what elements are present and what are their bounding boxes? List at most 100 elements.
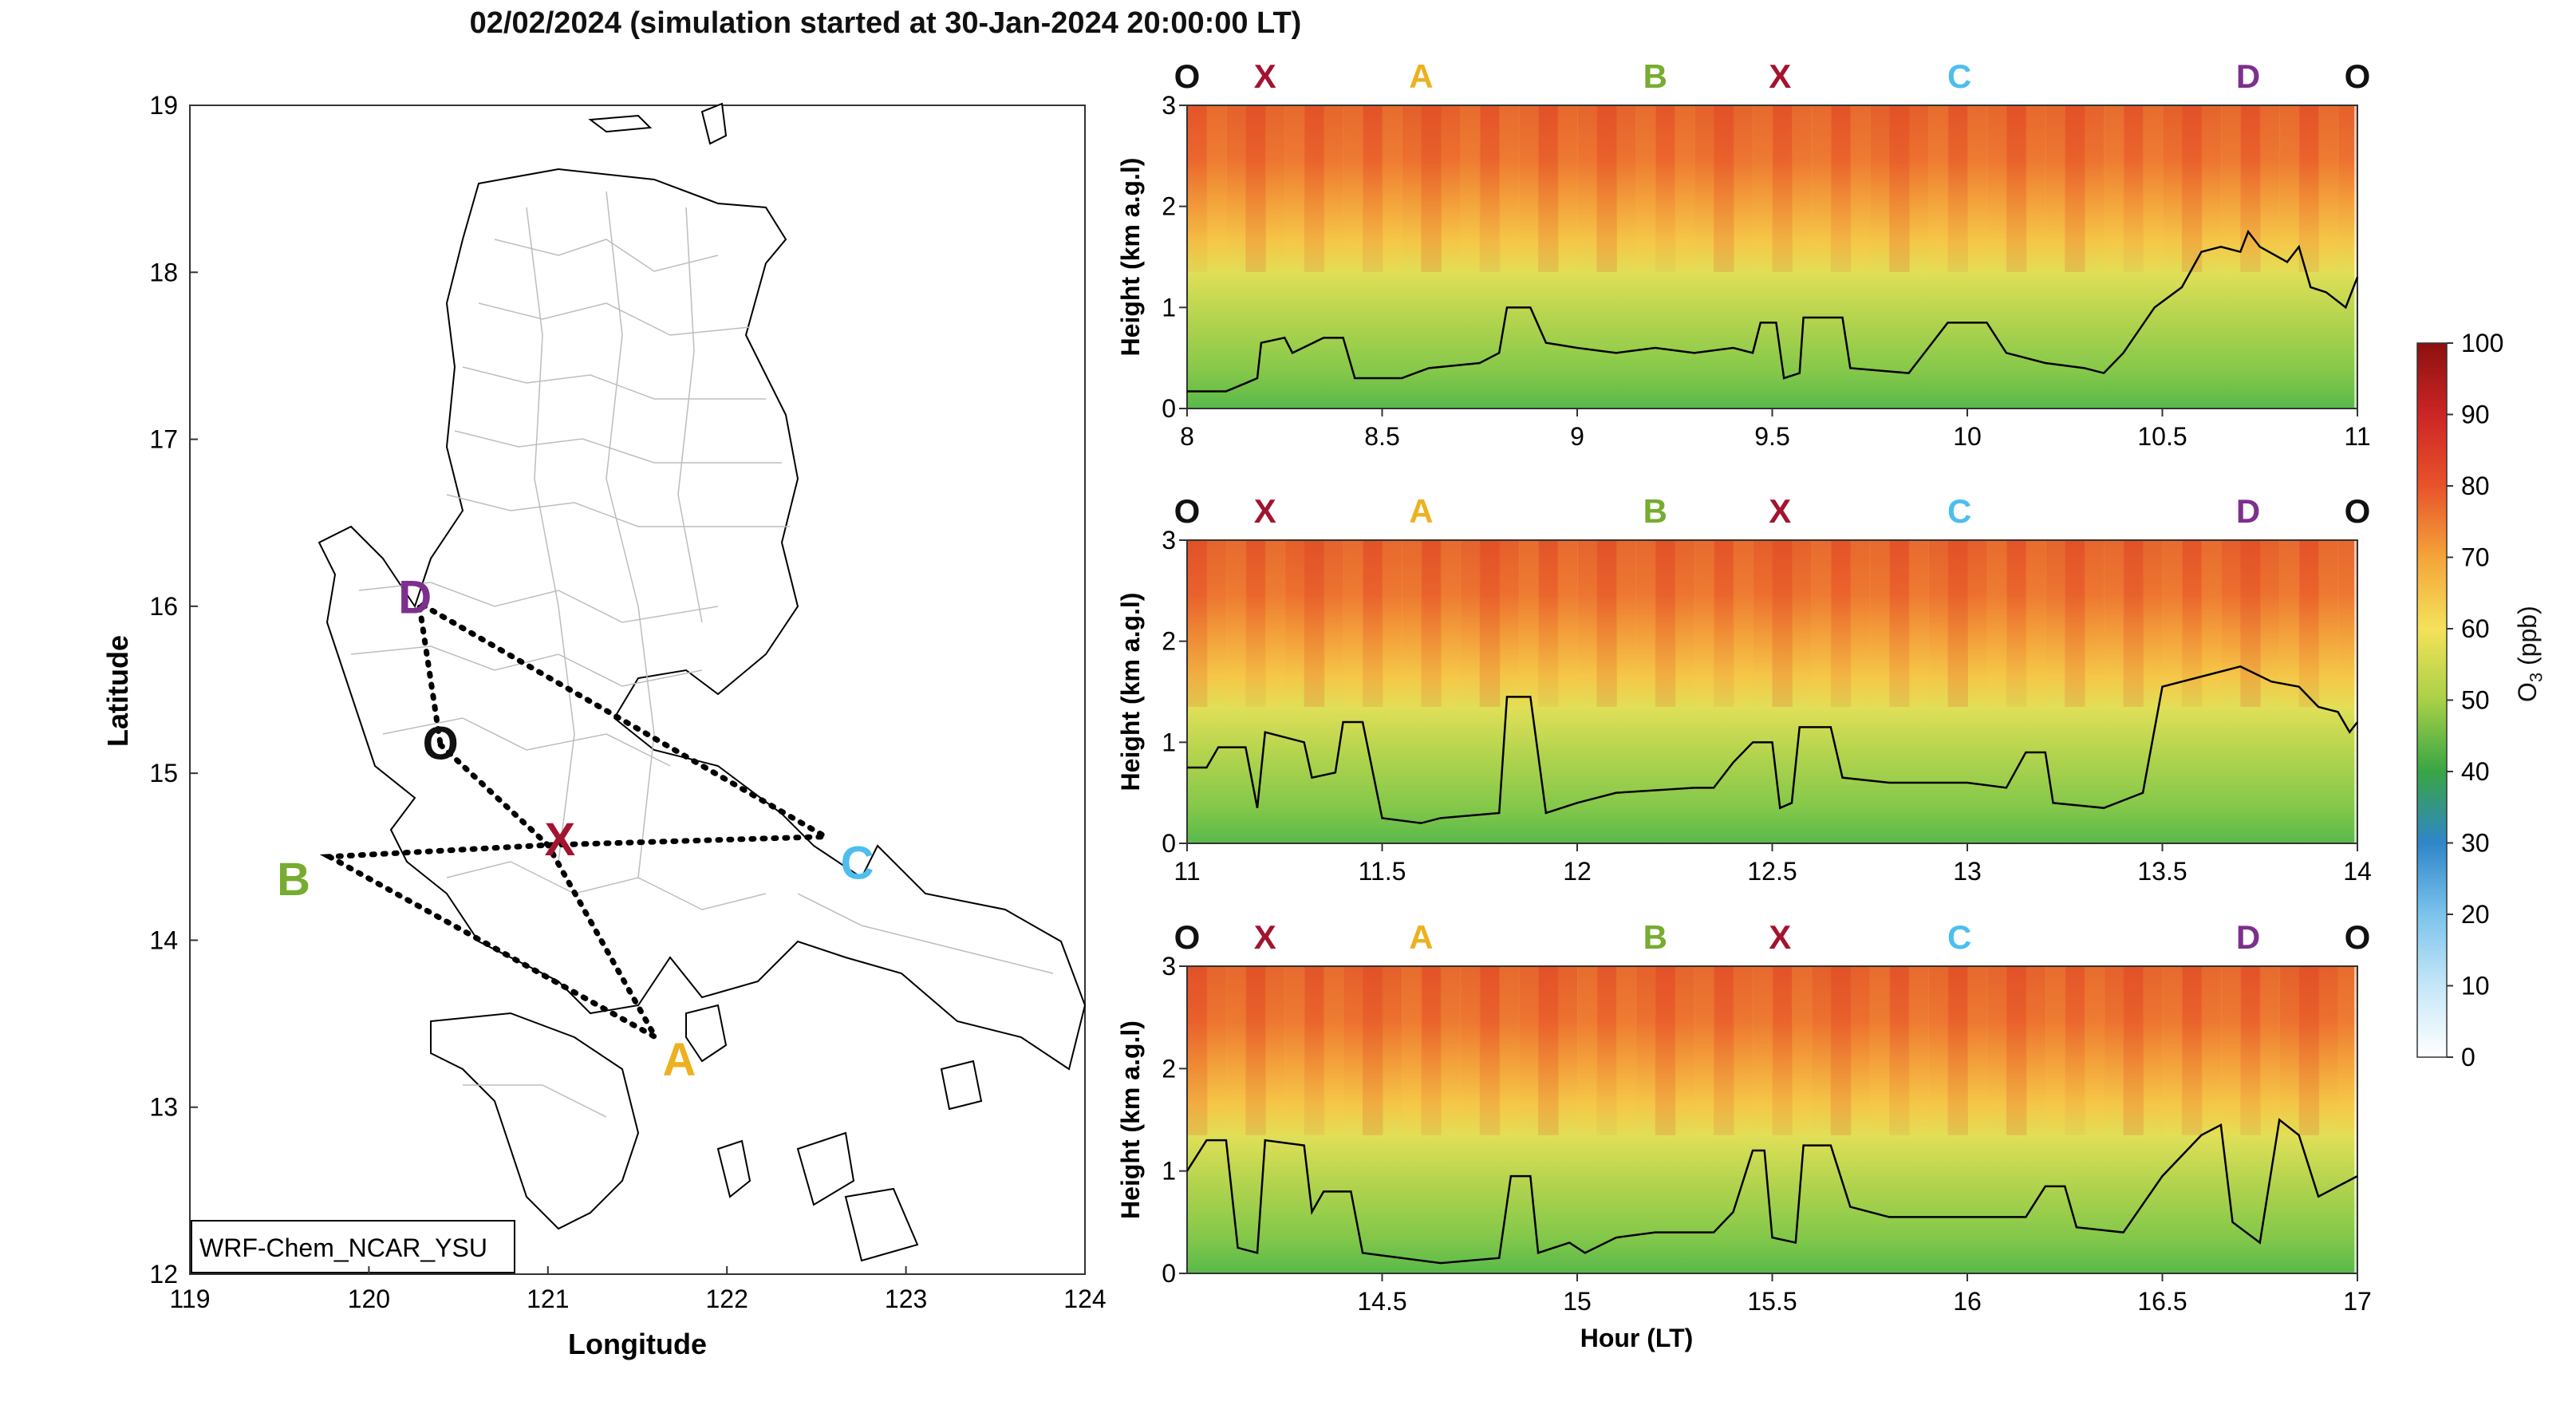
texture-strip [1596,966,1617,1135]
texture-strip [1850,540,1871,707]
texture-strip [1811,540,1832,707]
texture-strip [1499,540,1520,707]
small-island [588,114,653,133]
y-tick-label: 1 [1162,1157,1176,1186]
texture-strip [2318,105,2339,272]
texture-strip [1635,105,1656,272]
texture-strip [1304,966,1325,1135]
texture-strip [1264,540,1286,707]
map-x-tick-label: 121 [527,1285,569,1313]
map-x-tick-label: 124 [1063,1285,1106,1313]
waypoint-label-x: X [1254,57,1276,95]
x-tick-label: 12.5 [1747,857,1797,886]
waypoint-label-c: C [1947,918,1971,956]
texture-strip [1187,105,1208,272]
texture-strip [1284,105,1305,272]
map-y-tick-label: 16 [149,592,178,621]
texture-strip [1304,540,1325,707]
y-tick-label: 0 [1162,829,1176,858]
boundary-layer-line [1187,229,2359,393]
texture-strip [1499,966,1520,1135]
y-tick-label: 3 [1162,91,1176,120]
texture-strip [2318,540,2339,707]
x-tick-label: 16 [1953,1287,1982,1316]
texture-strip [1538,540,1559,707]
map-xlabel: Longitude [568,1328,707,1360]
texture-strip [1694,540,1715,707]
map-y-tick-label: 12 [149,1260,178,1289]
texture-strip [1557,540,1578,707]
heatmap-panel-3: 14.5 15 15.5 16 16.5 17 0 1 2 3 Height (km a.g.l) H… [1116,918,2372,1352]
texture-strip [1986,966,2007,1135]
colorbar-label: O3 (ppb) [2513,606,2546,702]
small-island [700,102,728,145]
waypoint-label-o: O [2345,492,2371,530]
waypoint-label-d: D [2236,918,2260,956]
texture-strip [1615,540,1637,707]
map-y-ticks: 12 13 14 15 16 17 18 19 [149,91,198,1289]
texture-strip [2084,966,2105,1135]
texture-strip [1596,105,1617,272]
map-y-tick-label: 14 [149,926,178,954]
texture-strip [1635,966,1656,1135]
texture-strip [1206,105,1227,272]
x-tick-label: 13.5 [2137,857,2187,886]
texture-strip [1811,105,1832,272]
texture-strip [1382,966,1402,1135]
map-waypoint-a: A [662,1034,696,1086]
texture-strip [1694,966,1715,1135]
texture-strip [1753,540,1773,707]
map-y-tick-label: 15 [149,759,178,787]
texture-strip [2143,540,2164,707]
texture-strip [1421,966,1442,1135]
texture-strip [2259,540,2281,707]
texture-strip [1791,540,1813,707]
texture-strip [1830,966,1852,1135]
y-tick-label: 2 [1162,1054,1176,1083]
texture-strip [1499,105,1520,272]
texture-strip [1908,540,1930,707]
texture-strip [2123,105,2144,272]
texture-strip [2279,105,2300,272]
texture-strip [2065,105,2085,272]
waypoint-label-d: D [2236,492,2260,530]
x-tick-label: 14.5 [1357,1287,1406,1316]
texture-strip [1889,540,1910,707]
texture-strip [2279,540,2300,707]
waypoint-label-x: X [1769,492,1791,530]
texture-strip [1830,540,1852,707]
texture-strip [1908,105,1930,272]
waypoint-label-o: O [1174,492,1201,530]
texture-strip [1714,105,1734,272]
y-tick-label: 2 [1162,192,1176,221]
texture-strip [1577,966,1598,1135]
texture-strip [1440,966,1462,1135]
texture-strip [1245,540,1266,707]
small-island [844,1187,919,1262]
ozone-field-texture [1187,105,2358,272]
map-x-tick-label: 122 [706,1285,748,1313]
texture-strip [1264,966,1286,1135]
map-waypoint-d: D [398,572,432,624]
y-axis-label: Height (km a.g.l) [1116,158,1145,357]
texture-strip [2084,105,2105,272]
x-axis-label: Hour (LT) [1580,1324,1694,1352]
small-island [796,1131,855,1206]
texture-strip [1225,540,1247,707]
texture-strip [2065,966,2085,1135]
texture-strip [2240,540,2261,707]
texture-strip [1675,105,1695,272]
texture-strip [1479,540,1501,707]
texture-strip [1401,966,1422,1135]
texture-strip [2162,105,2183,272]
waypoint-label-b: B [1643,918,1667,956]
texture-strip [2298,540,2320,707]
texture-strip [1440,105,1462,272]
texture-strip [1421,105,1442,272]
x-tick-label: 13 [1953,857,1982,886]
y-tick-label: 2 [1162,627,1176,656]
texture-strip [2220,105,2242,272]
